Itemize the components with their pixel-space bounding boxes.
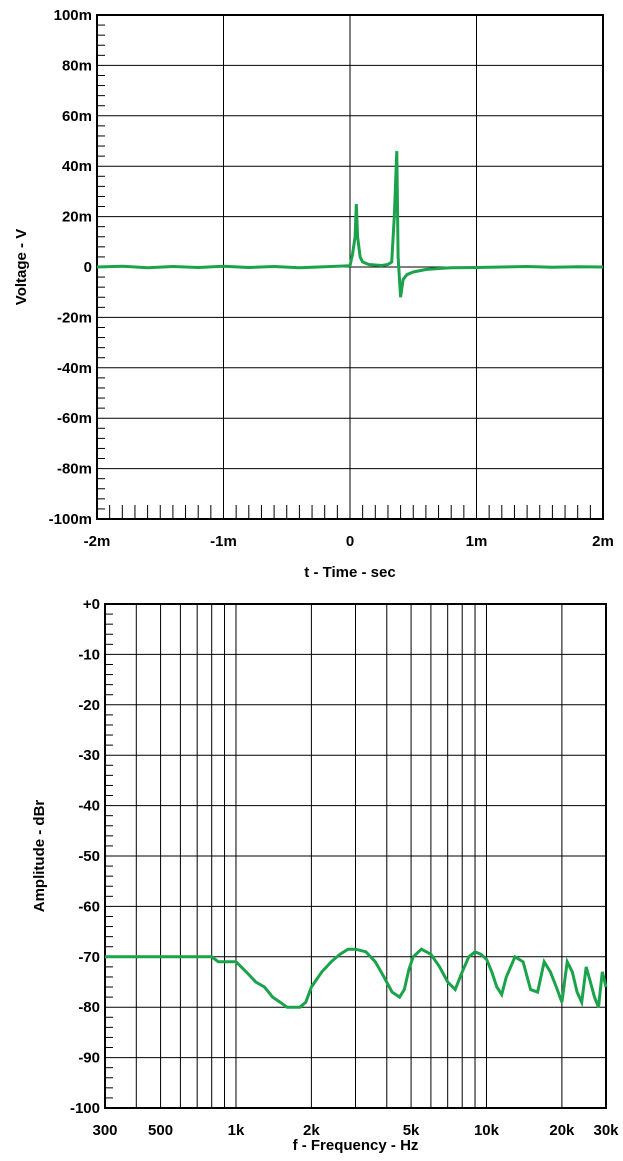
y-tick-label: 80m bbox=[62, 57, 92, 74]
y-tick-labels: +0 -10 -20 -30 -40 -50 -60 -70 -80 -90 -100 bbox=[70, 596, 100, 1117]
amplitude-frequency-chart: +0 -10 -20 -30 -40 -50 -60 -70 -80 -90 -100 300 500… bbox=[31, 596, 619, 1154]
y-tick-label: 60m bbox=[62, 108, 92, 125]
grid bbox=[105, 603, 606, 1109]
x-tick-labels: 300 500 1k 2k 5k 10k 20k 30k bbox=[92, 1122, 619, 1139]
x-tick-label: 2k bbox=[303, 1122, 320, 1139]
y-tick-label: -50 bbox=[78, 848, 100, 865]
x-axis-label: t - Time - sec bbox=[304, 564, 395, 581]
y-tick-label: -40 bbox=[78, 798, 100, 815]
minor-ticks bbox=[105, 613, 113, 1099]
y-axis-label: Voltage - V bbox=[13, 229, 30, 305]
y-tick-label: -100m bbox=[49, 511, 92, 528]
y-tick-label: -90 bbox=[78, 1050, 100, 1067]
y-axis-label: Amplitude - dBr bbox=[31, 800, 48, 913]
x-tick-labels: -2m -1m 0 1m 2m bbox=[84, 533, 614, 550]
y-tick-labels: 100m 80m 60m 40m 20m 0 -20m -40m -60m -80m -100m bbox=[49, 7, 92, 528]
y-tick-label: -30 bbox=[78, 747, 100, 764]
series-line bbox=[96, 151, 604, 298]
x-axis-label: f - Frequency - Hz bbox=[293, 1137, 419, 1154]
y-tick-label: -80 bbox=[78, 999, 100, 1016]
x-tick-label: -1m bbox=[210, 533, 237, 550]
y-tick-label: -40m bbox=[57, 360, 92, 377]
x-tick-label: -2m bbox=[84, 533, 111, 550]
y-tick-label: -60 bbox=[78, 898, 100, 915]
x-tick-label: 1k bbox=[228, 1122, 245, 1139]
y-tick-label: 100m bbox=[54, 7, 92, 24]
series-line bbox=[105, 947, 608, 1009]
y-tick-label: +0 bbox=[83, 596, 100, 613]
x-tick-label: 30k bbox=[593, 1122, 619, 1139]
y-tick-label: -60m bbox=[57, 410, 92, 427]
x-tick-label: 2m bbox=[592, 533, 614, 550]
voltage-time-chart: 100m 80m 60m 40m 20m 0 -20m -40m -60m -80m -100m -… bbox=[13, 7, 614, 581]
x-tick-label: 500 bbox=[148, 1122, 173, 1139]
y-tick-label: -10 bbox=[78, 646, 100, 663]
y-tick-label: -100 bbox=[70, 1100, 100, 1117]
y-tick-label: -70 bbox=[78, 949, 100, 966]
x-tick-label: 10k bbox=[474, 1122, 500, 1139]
x-tick-label: 300 bbox=[92, 1122, 117, 1139]
x-tick-label: 5k bbox=[403, 1122, 420, 1139]
y-tick-label: -20 bbox=[78, 697, 100, 714]
x-tick-label: 1m bbox=[466, 533, 488, 550]
plot-frame bbox=[104, 603, 607, 1109]
y-tick-label: 20m bbox=[62, 209, 92, 226]
y-tick-label: 40m bbox=[62, 158, 92, 175]
minor-ticks bbox=[97, 24, 591, 519]
y-tick-label: 0 bbox=[84, 259, 92, 276]
x-tick-label: 0 bbox=[346, 533, 354, 550]
y-tick-label: -20m bbox=[57, 309, 92, 326]
x-tick-label: 20k bbox=[549, 1122, 575, 1139]
y-tick-label: -80m bbox=[57, 461, 92, 478]
